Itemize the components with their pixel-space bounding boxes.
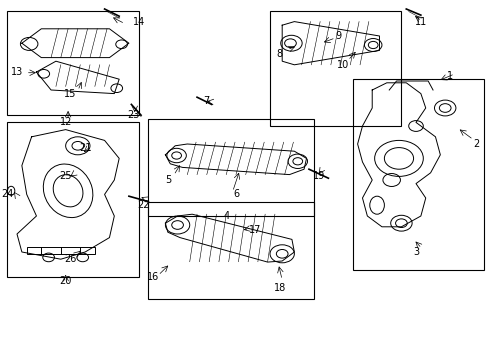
Text: 19: 19 xyxy=(312,171,324,181)
Text: 5: 5 xyxy=(164,175,171,185)
Text: 14: 14 xyxy=(132,17,144,27)
Text: 1: 1 xyxy=(446,71,452,81)
Text: 25: 25 xyxy=(59,171,72,181)
Text: 23: 23 xyxy=(127,110,140,120)
Text: 12: 12 xyxy=(60,117,72,127)
Text: 15: 15 xyxy=(64,89,77,99)
Text: 8: 8 xyxy=(276,49,282,59)
Text: 10: 10 xyxy=(336,60,348,70)
Text: 2: 2 xyxy=(473,139,479,149)
Text: 16: 16 xyxy=(147,272,159,282)
Text: 9: 9 xyxy=(334,31,341,41)
Text: 24: 24 xyxy=(1,189,14,199)
Bar xyxy=(148,202,313,299)
Text: 6: 6 xyxy=(232,189,239,199)
Bar xyxy=(352,79,483,270)
Text: 13: 13 xyxy=(11,67,23,77)
Bar xyxy=(27,247,95,254)
Text: 26: 26 xyxy=(64,254,77,264)
Bar xyxy=(7,11,139,115)
Bar xyxy=(148,119,313,216)
Bar xyxy=(269,11,401,126)
Text: 4: 4 xyxy=(223,211,229,221)
Text: 3: 3 xyxy=(412,247,418,257)
Text: 18: 18 xyxy=(273,283,285,293)
Text: 20: 20 xyxy=(60,276,72,286)
Text: 7: 7 xyxy=(203,96,209,106)
Bar xyxy=(7,122,139,277)
Text: 11: 11 xyxy=(414,17,426,27)
Text: 21: 21 xyxy=(79,143,91,153)
Text: 22: 22 xyxy=(137,200,149,210)
Text: 17: 17 xyxy=(249,225,261,235)
